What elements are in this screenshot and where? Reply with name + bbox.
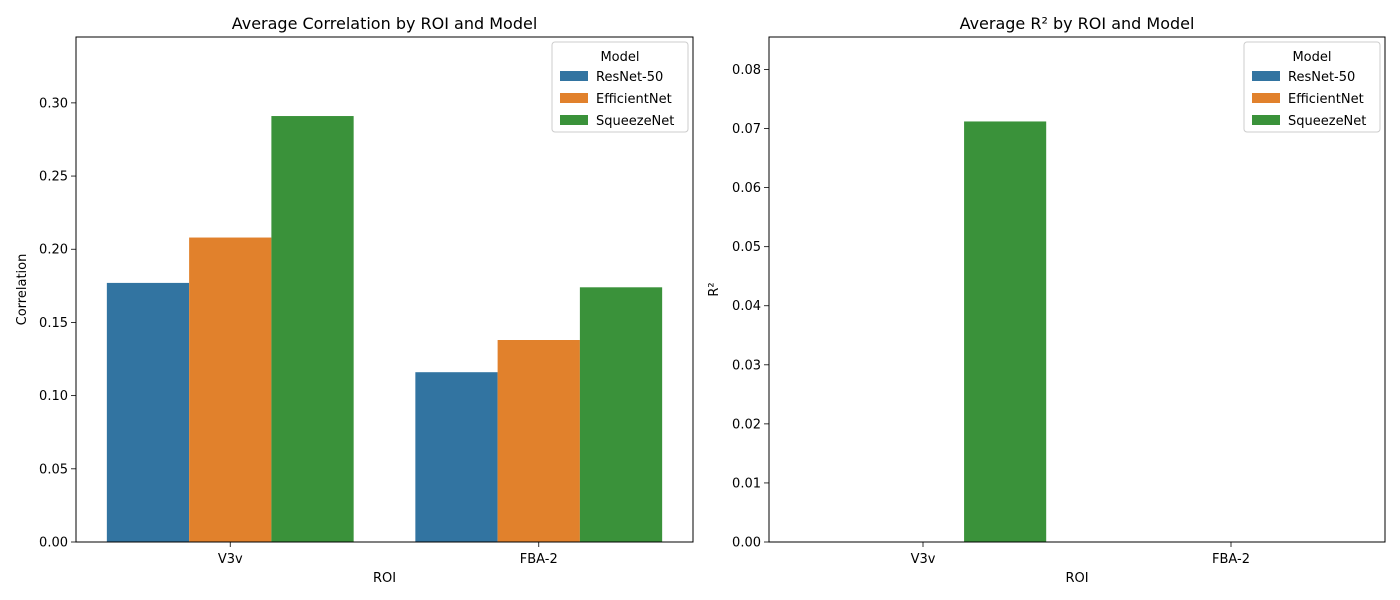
y-tick-label: 0.20 [39, 243, 68, 258]
chart-panel-2: 0.00 0.01 0.02 0.03 0.04 0.05 0.06 0.07 0.08 V3v F… [707, 14, 1386, 586]
legend-swatch-resnet-50 [1252, 71, 1280, 81]
x-tick-label: FBA-2 [1212, 552, 1250, 567]
legend-label-efficientnet: EfficientNet [1288, 92, 1364, 107]
y-tick-label: 0.05 [39, 462, 68, 477]
y-axis-label: Correlation [15, 254, 30, 326]
y-tick-label: 0.05 [732, 240, 761, 255]
legend-label-efficientnet: EfficientNet [596, 92, 672, 107]
bar-resnet-50-fba-2 [415, 372, 498, 542]
legend-label-resnet-50: ResNet-50 [596, 70, 663, 85]
y-tick-label: 0.07 [732, 122, 761, 137]
bar-squeezenet-v3v [271, 116, 354, 542]
bar-efficientnet-v3v [189, 237, 272, 543]
legend-title: Model [600, 50, 639, 65]
legend-label-squeezenet: SqueezeNet [596, 114, 674, 129]
y-tick-label: 0.02 [732, 417, 761, 432]
plot-frame [768, 36, 1386, 543]
legend-swatch-efficientnet [560, 93, 588, 103]
y-tick-label: 0.06 [732, 181, 761, 196]
chart-title: Average Correlation by ROI and Model [232, 14, 538, 33]
legend-box [551, 41, 689, 133]
chart-panel-1: 0.00 0.05 0.10 0.15 0.20 0.25 0.30 V3v FBA-2 Aver… [15, 14, 694, 586]
legend-label-squeezenet: SqueezeNet [1288, 114, 1366, 129]
x-tick-label: V3v [218, 552, 243, 567]
y-tick-label: 0.04 [732, 299, 761, 314]
y-tick-label: 0.15 [39, 316, 68, 331]
y-tick-label: 0.00 [39, 536, 68, 551]
y-tick-label: 0.01 [732, 476, 761, 491]
bar-squeezenet-fba-2 [579, 287, 663, 542]
chart-title: Average R² by ROI and Model [960, 14, 1195, 33]
legend-swatch-squeezenet [560, 115, 588, 125]
y-tick-label: 0.30 [39, 96, 68, 111]
legend-swatch-squeezenet [1252, 115, 1280, 125]
y-tick-label: 0.00 [732, 536, 761, 551]
y-tick-label: 0.25 [39, 170, 68, 185]
x-tick-label: FBA-2 [520, 552, 558, 567]
x-tick-label: V3v [911, 552, 936, 567]
legend-swatch-resnet-50 [560, 71, 588, 81]
x-axis-label: ROI [373, 571, 396, 586]
legend-box [1243, 41, 1381, 133]
legend-title: Model [1292, 50, 1331, 65]
plot-frame [75, 36, 694, 543]
bar-efficientnet-fba-2 [497, 340, 580, 542]
x-axis-label: ROI [1065, 571, 1088, 586]
y-tick-label: 0.03 [732, 358, 761, 373]
legend-swatch-efficientnet [1252, 93, 1280, 103]
y-axis-label: R² [707, 282, 722, 296]
bar-squeezenet-v3v [964, 121, 1047, 543]
bar-resnet-50-v3v [106, 282, 190, 542]
y-tick-label: 0.08 [732, 63, 761, 78]
y-tick-label: 0.10 [39, 389, 68, 404]
legend-label-resnet-50: ResNet-50 [1288, 70, 1355, 85]
